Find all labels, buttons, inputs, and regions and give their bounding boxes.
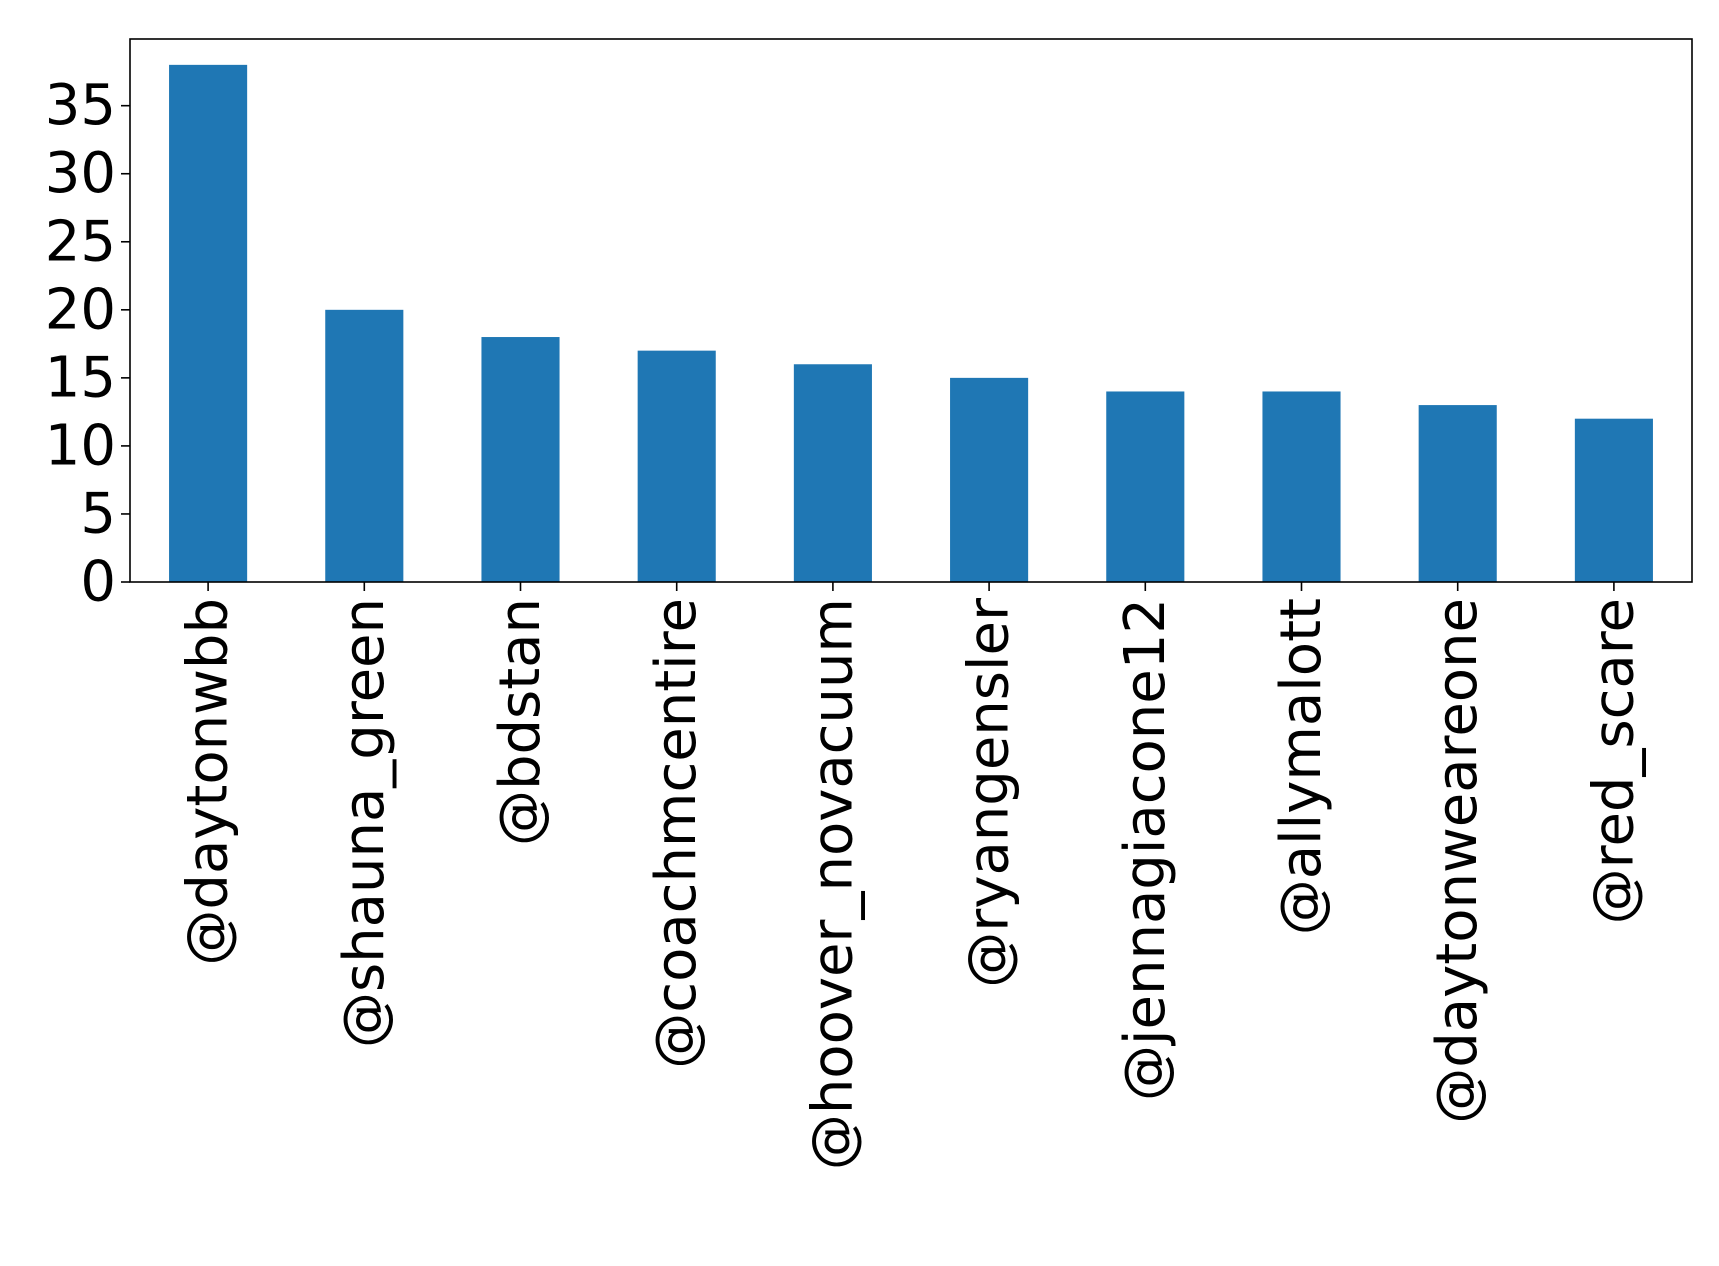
y-tick-label: 20 <box>45 277 116 342</box>
x-tick-label: @coachmcentire <box>644 598 709 1069</box>
bar-hoover-novacuum <box>793 364 872 582</box>
y-tick-label: 5 <box>80 481 116 546</box>
y-tick-label: 25 <box>45 209 116 274</box>
bar-jennagiacone12 <box>1106 391 1185 582</box>
y-tick-label: 0 <box>80 550 116 615</box>
x-tick-label: @jennagiacone12 <box>1113 598 1178 1101</box>
bar-daytonweareone <box>1418 405 1497 582</box>
bar-daytonwbb <box>169 64 248 583</box>
x-tick-label: @daytonwbb <box>176 598 241 966</box>
y-tick-label: 15 <box>45 345 116 410</box>
x-tick-label: @daytonweareone <box>1425 598 1490 1124</box>
bar-shauna-green <box>325 309 404 582</box>
x-tick-label: @bdstan <box>488 598 553 846</box>
bar-bdstan <box>481 337 560 582</box>
x-tick-label: @hoover_novacuum <box>800 598 865 1170</box>
x-tick-label: @allymalott <box>1269 598 1334 935</box>
y-tick-label: 10 <box>45 413 116 478</box>
x-tick-label: @red_scare <box>1581 598 1646 924</box>
x-tick-label: @ryangensler <box>957 597 1022 988</box>
y-tick-label: 35 <box>45 73 116 138</box>
bars-group <box>169 64 1653 583</box>
bar-coachmcentire <box>637 350 716 582</box>
bar-red-scare <box>1574 418 1653 582</box>
y-tick-label: 30 <box>45 141 116 206</box>
bar-ryangensler <box>950 377 1029 582</box>
plot-frame <box>129 38 1693 583</box>
x-tick-label: @shauna_green <box>332 598 397 1048</box>
x-axis: @daytonwbb @shauna_green @bdstan @coachmcen… <box>176 582 1646 1170</box>
bar-allymalott <box>1262 391 1341 582</box>
